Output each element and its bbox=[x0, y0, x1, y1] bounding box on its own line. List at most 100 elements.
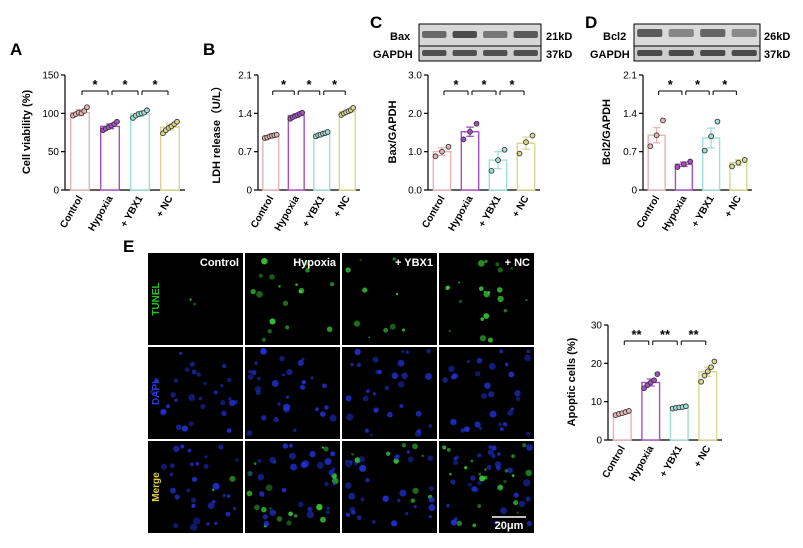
tunel-positive-cell bbox=[254, 504, 260, 511]
dapi-nucleus bbox=[226, 494, 231, 498]
dapi-nucleus bbox=[257, 376, 261, 381]
blot-band bbox=[513, 50, 538, 56]
data-point bbox=[708, 364, 714, 371]
dapi-nucleus bbox=[226, 428, 232, 433]
x-tick-label: Control bbox=[249, 194, 276, 230]
dapi-nucleus bbox=[283, 406, 290, 414]
panel-letter-b: B bbox=[203, 40, 215, 59]
dapi-nucleus bbox=[494, 461, 502, 468]
dapi-nucleus bbox=[387, 411, 393, 418]
dapi-nucleus bbox=[175, 424, 182, 431]
tunel-positive-cell bbox=[503, 309, 508, 313]
dapi-nucleus bbox=[331, 467, 336, 471]
x-tick-label: Hypoxia bbox=[447, 194, 476, 234]
x-tick-label: Control bbox=[601, 444, 628, 480]
dapi-nucleus bbox=[494, 520, 499, 525]
tunel-positive-cell bbox=[477, 504, 482, 509]
micrograph-merge-control bbox=[148, 441, 243, 533]
tunel-positive-cell bbox=[359, 258, 362, 262]
dapi-nucleus bbox=[524, 354, 531, 362]
y-tick-label: 50 bbox=[48, 147, 60, 158]
dapi-nucleus bbox=[262, 514, 268, 520]
dapi-nucleus bbox=[307, 506, 313, 512]
dapi-nucleus bbox=[497, 452, 501, 456]
dapi-nucleus bbox=[525, 496, 531, 502]
blot-band bbox=[637, 50, 663, 56]
dapi-nucleus bbox=[428, 496, 435, 503]
y-tick-label: 0 bbox=[631, 186, 637, 197]
dapi-nucleus bbox=[360, 497, 365, 502]
dapi-nucleus bbox=[426, 348, 431, 354]
dapi-nucleus bbox=[415, 410, 422, 417]
dapi-nucleus bbox=[450, 418, 457, 426]
x-tick-label: + NC bbox=[155, 194, 176, 219]
dapi-nucleus bbox=[346, 413, 354, 421]
dapi-nucleus bbox=[365, 477, 370, 483]
dapi-nucleus bbox=[372, 392, 377, 396]
dapi-nucleus bbox=[310, 376, 314, 380]
blot-band bbox=[452, 50, 477, 56]
blot-size-bax: 21kD bbox=[546, 31, 572, 43]
tunel-positive-cell bbox=[295, 283, 298, 287]
y-tick-label: 1.4 bbox=[623, 109, 637, 120]
dapi-nucleus bbox=[273, 417, 279, 423]
x-tick-label: + NC bbox=[511, 194, 532, 219]
tunel-positive-cell bbox=[445, 285, 450, 291]
blot-band bbox=[637, 29, 663, 37]
blot-size-gapdh: 37kD bbox=[546, 49, 572, 61]
dapi-nucleus bbox=[500, 507, 507, 515]
dapi-nucleus bbox=[510, 407, 514, 411]
dapi-nucleus bbox=[174, 494, 180, 500]
x-tick-label: + NC bbox=[692, 444, 713, 469]
tunel-positive-cell bbox=[321, 446, 324, 449]
micrograph-row-label: Merge bbox=[151, 472, 162, 502]
y-tick-label: 2.1 bbox=[238, 71, 252, 82]
significance-marker: * bbox=[668, 77, 674, 92]
tunel-positive-cell bbox=[389, 323, 396, 330]
data-point bbox=[698, 378, 704, 385]
dapi-nucleus bbox=[225, 511, 231, 517]
dapi-nucleus bbox=[354, 348, 361, 356]
dapi-nucleus bbox=[247, 374, 254, 380]
data-point bbox=[299, 109, 306, 116]
data-point bbox=[647, 143, 654, 150]
tunel-positive-cell bbox=[353, 320, 361, 327]
dapi-nucleus bbox=[428, 504, 436, 512]
dapi-nucleus bbox=[170, 392, 176, 398]
dapi-nucleus bbox=[301, 357, 305, 362]
bar-hypoxia bbox=[287, 114, 305, 191]
dapi-nucleus bbox=[281, 487, 287, 493]
dapi-nucleus bbox=[173, 523, 179, 529]
dapi-nucleus bbox=[322, 383, 327, 389]
x-tick-label: Hypoxia bbox=[273, 194, 302, 234]
blot-label-bcl2: Bcl2 bbox=[603, 31, 626, 43]
dapi-nucleus bbox=[507, 409, 514, 416]
dapi-nucleus bbox=[401, 350, 405, 354]
dapi-nucleus bbox=[413, 505, 417, 509]
tunel-positive-cell bbox=[401, 443, 407, 448]
dapi-nucleus bbox=[257, 458, 262, 464]
tunel-positive-cell bbox=[458, 281, 461, 284]
dapi-nucleus bbox=[193, 517, 201, 525]
dapi-nucleus bbox=[442, 377, 448, 383]
dapi-nucleus bbox=[169, 487, 176, 494]
tunel-positive-cell bbox=[483, 291, 490, 298]
dapi-nucleus bbox=[416, 428, 422, 434]
tunel-positive-cell bbox=[229, 475, 236, 482]
micrograph-dapi-ybx1 bbox=[342, 347, 437, 439]
dapi-nucleus bbox=[261, 415, 267, 421]
dapi-nucleus bbox=[214, 521, 218, 525]
tunel-positive-cell bbox=[362, 287, 368, 293]
dapi-nucleus bbox=[300, 384, 306, 390]
dapi-nucleus bbox=[359, 464, 367, 472]
blot-size-bcl2: 26kD bbox=[764, 31, 790, 43]
tunel-positive-cell bbox=[513, 500, 519, 506]
data-point bbox=[729, 163, 735, 170]
y-axis-label: Bcl2/GAPDH bbox=[601, 99, 613, 165]
y-tick-label: 30 bbox=[591, 321, 603, 332]
tunel-positive-cell bbox=[261, 257, 268, 265]
dapi-nucleus bbox=[174, 398, 178, 402]
dapi-nucleus bbox=[397, 359, 405, 367]
